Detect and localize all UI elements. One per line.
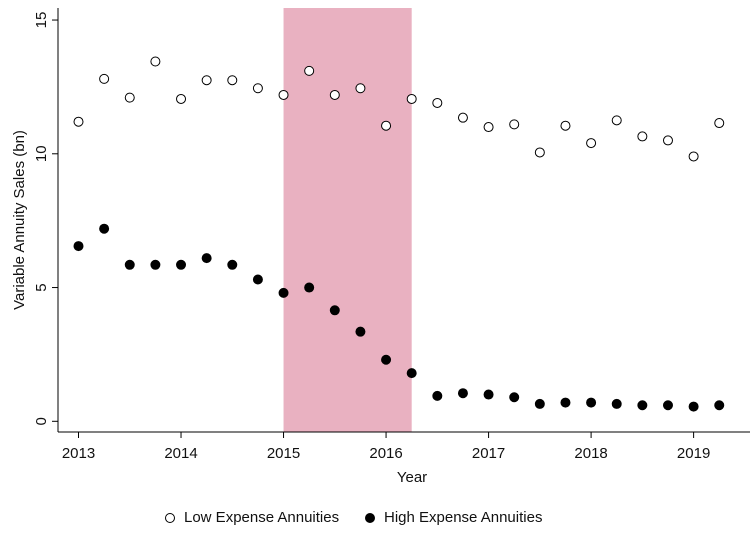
data-point	[662, 135, 673, 146]
data-point	[586, 138, 597, 149]
x-tick-label: 2017	[472, 445, 505, 462]
data-point	[329, 89, 340, 100]
x-axis-label: Year	[397, 469, 427, 486]
legend-label: Low Expense Annuities	[184, 509, 339, 526]
data-point	[150, 56, 161, 67]
data-point	[560, 397, 571, 408]
data-point	[406, 368, 417, 379]
y-tick-label: 0	[33, 417, 50, 425]
x-tick-label: 2018	[574, 445, 607, 462]
x-tick-label: 2019	[677, 445, 710, 462]
data-point	[124, 259, 135, 270]
data-point	[381, 120, 392, 131]
x-tick-label: 2015	[267, 445, 300, 462]
data-point	[150, 259, 161, 270]
x-tick-label: 2014	[164, 445, 197, 462]
data-point	[637, 131, 648, 142]
data-point	[355, 326, 366, 337]
data-point	[483, 122, 494, 133]
data-point	[611, 115, 622, 126]
data-point	[457, 112, 468, 123]
y-tick-label: 10	[33, 145, 50, 162]
data-point	[99, 223, 110, 234]
x-tick-label: 2016	[369, 445, 402, 462]
data-point	[73, 241, 84, 252]
data-point	[73, 116, 84, 127]
data-point	[252, 274, 263, 285]
data-point	[534, 147, 545, 158]
legend-label: High Expense Annuities	[384, 509, 542, 526]
x-tick-label: 2013	[62, 445, 95, 462]
data-point	[99, 73, 110, 84]
data-point	[611, 398, 622, 409]
data-point	[534, 398, 545, 409]
legend-marker	[365, 513, 375, 523]
y-tick-label: 15	[33, 12, 50, 29]
data-point	[714, 400, 725, 411]
data-point	[278, 89, 289, 100]
data-point	[278, 287, 289, 298]
data-point	[560, 120, 571, 131]
data-point	[227, 259, 238, 270]
data-point	[509, 392, 520, 403]
data-point	[381, 354, 392, 365]
data-point	[688, 401, 699, 412]
data-point	[176, 93, 187, 104]
y-axis-label: Variable Annuity Sales (bn)	[11, 130, 28, 310]
shaded-region	[283, 8, 412, 432]
data-point	[688, 151, 699, 162]
data-point	[457, 388, 468, 399]
data-point	[509, 119, 520, 130]
data-point	[227, 75, 238, 86]
data-point	[586, 397, 597, 408]
data-point	[355, 83, 366, 94]
data-point	[201, 253, 212, 264]
data-point	[176, 259, 187, 270]
data-point	[432, 390, 443, 401]
data-point	[252, 83, 263, 94]
data-point	[714, 118, 725, 129]
data-point	[637, 400, 648, 411]
data-point	[432, 97, 443, 108]
data-point	[483, 389, 494, 400]
data-point	[662, 400, 673, 411]
legend-marker	[165, 513, 175, 523]
data-point	[304, 65, 315, 76]
data-point	[406, 93, 417, 104]
y-tick-label: 5	[33, 283, 50, 291]
data-point	[329, 305, 340, 316]
data-point	[201, 75, 212, 86]
data-point	[304, 282, 315, 293]
data-point	[124, 92, 135, 103]
